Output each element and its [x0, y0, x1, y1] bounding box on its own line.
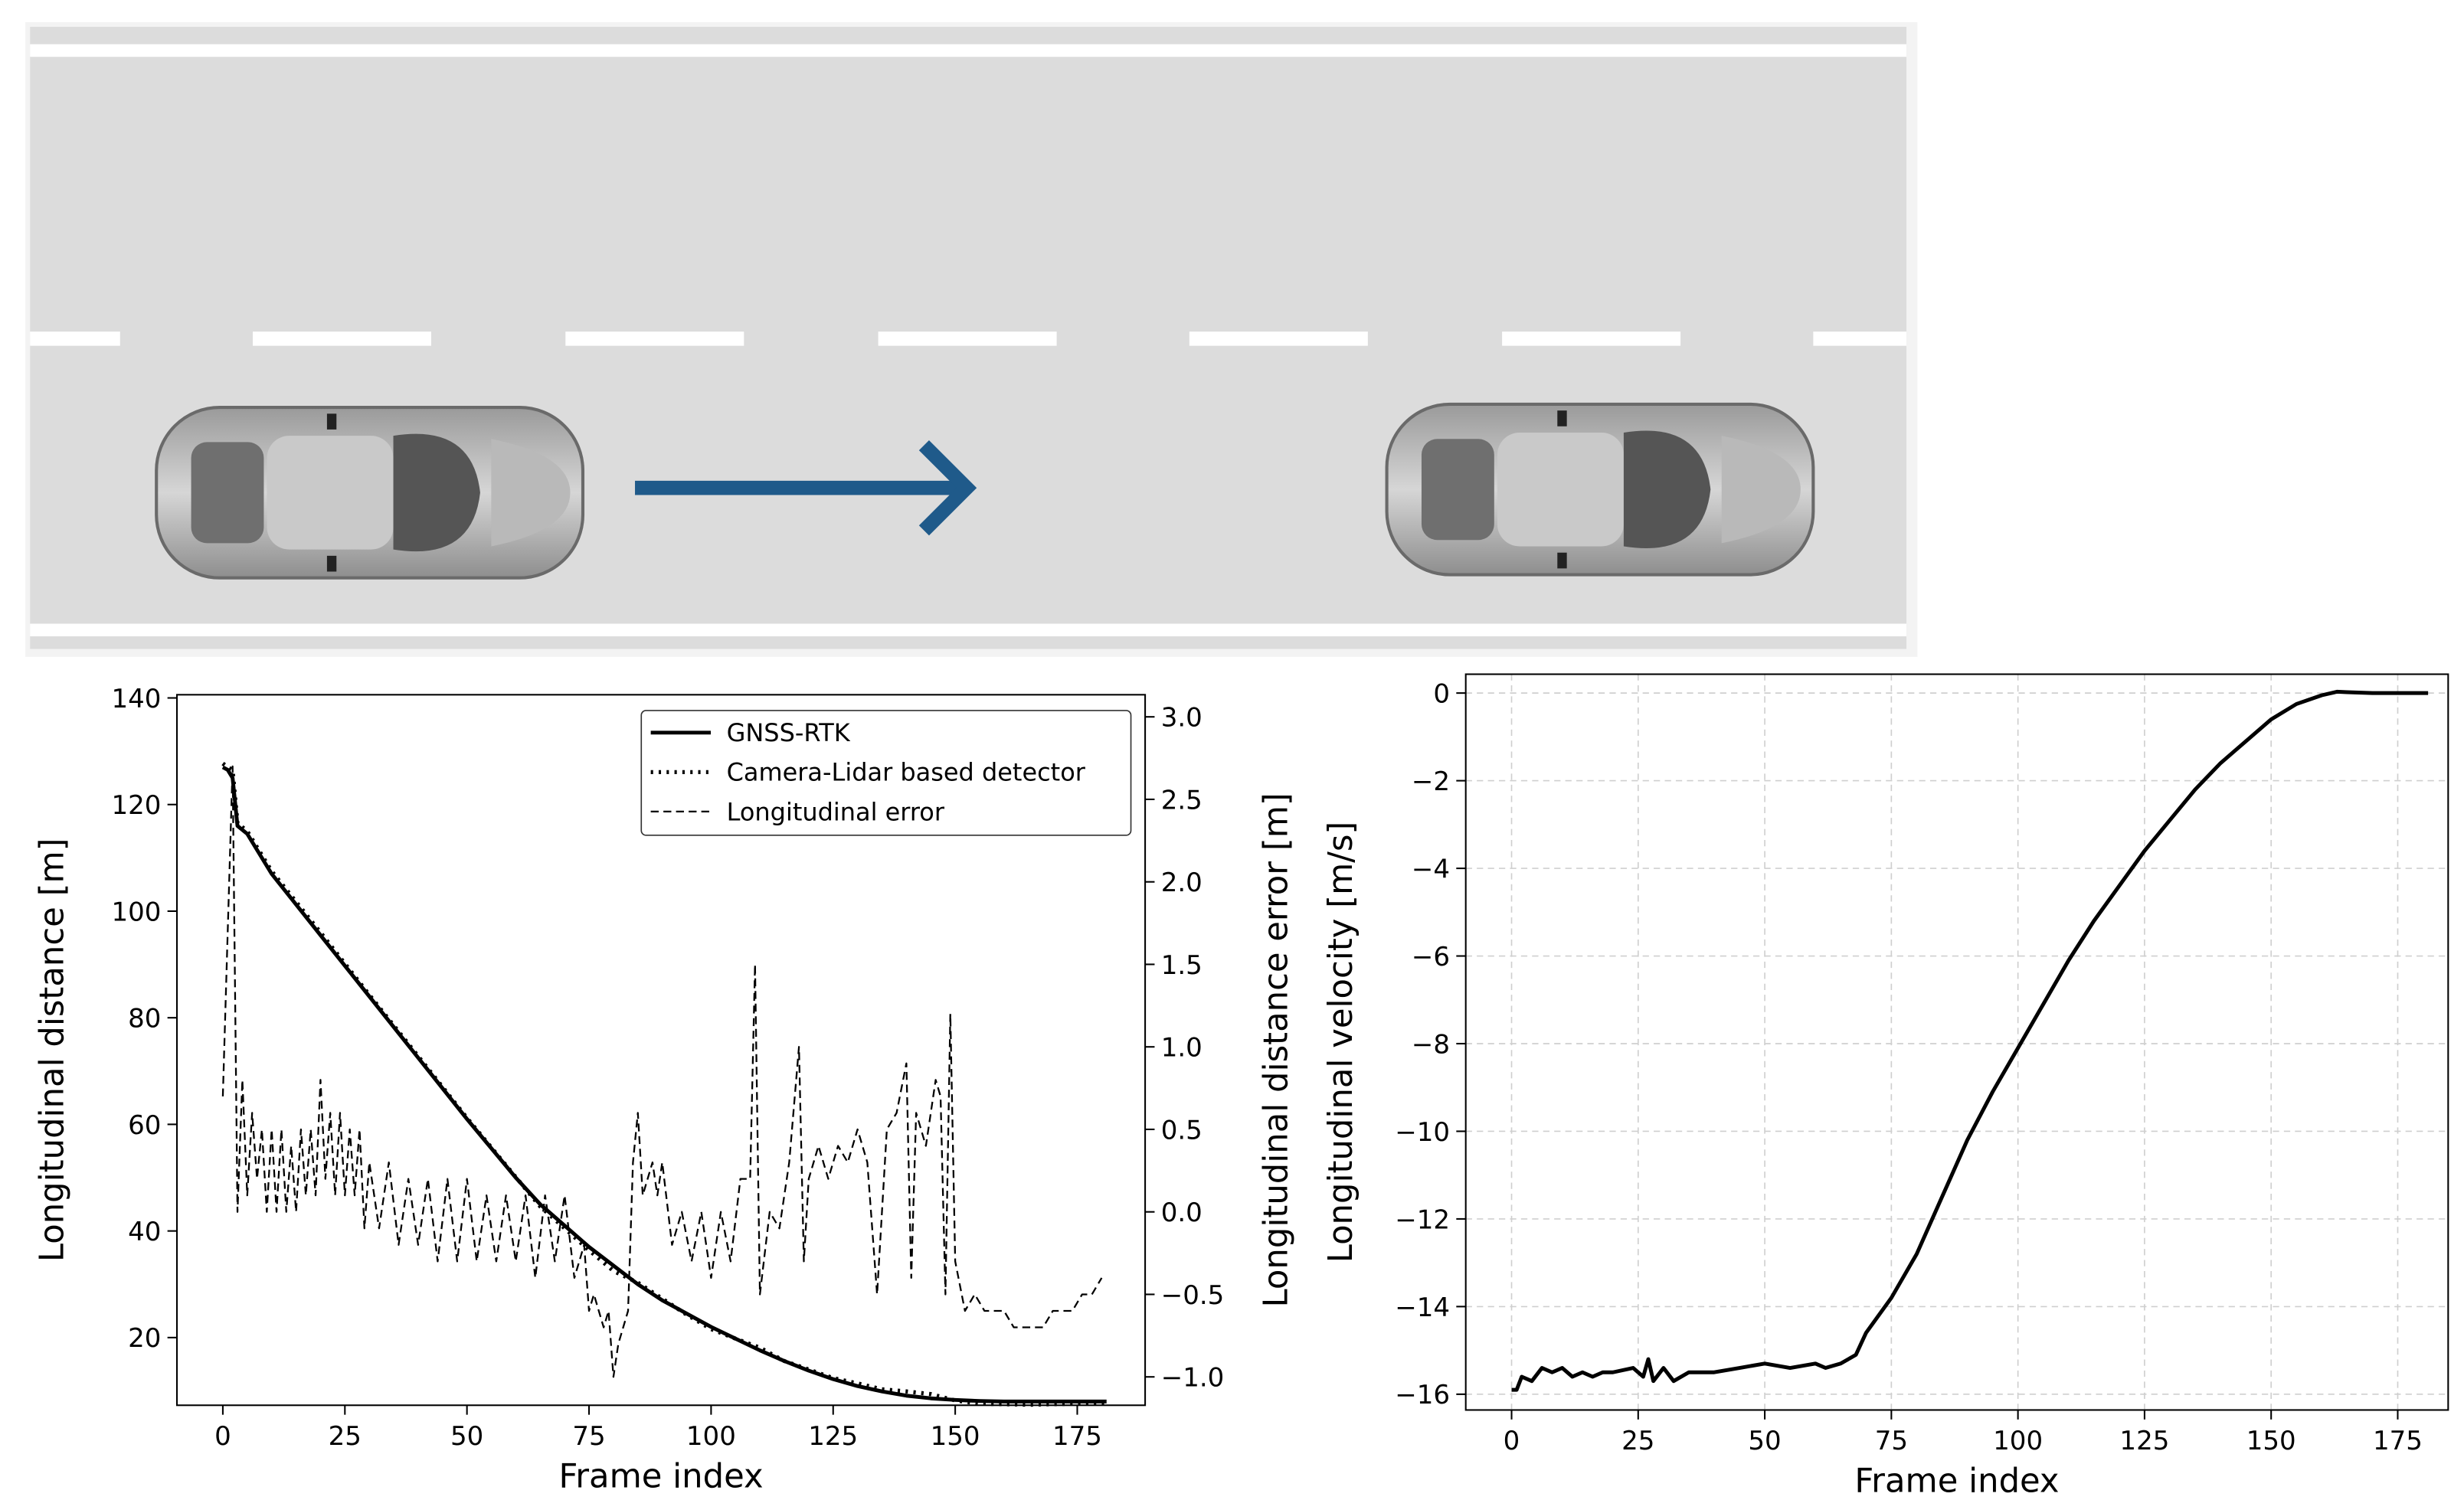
road-diagram	[25, 21, 1918, 657]
x-tick-label: 125	[2119, 1426, 2169, 1456]
lane-edge	[30, 44, 1907, 57]
arrow-head	[918, 440, 977, 536]
y-tick-label: −6	[1412, 942, 1450, 972]
y2-tick-label: 0.0	[1161, 1198, 1203, 1228]
data-line	[1511, 689, 2429, 1392]
x-tick-label: 25	[1621, 1426, 1654, 1456]
x-tick-label: 50	[1748, 1426, 1781, 1456]
legend-label: Longitudinal error	[727, 797, 945, 826]
y2-axis-label: Longitudinal distance error [m]	[1258, 792, 1296, 1307]
y-tick-label: −2	[1412, 766, 1450, 797]
legend-box	[640, 710, 1132, 836]
y2-tick-label: −0.5	[1161, 1280, 1225, 1311]
x-tick-label: 175	[1052, 1421, 1102, 1452]
y-tick-label: 60	[128, 1110, 161, 1141]
x-tick-label: 150	[931, 1421, 980, 1452]
y-tick-label: 120	[111, 790, 161, 821]
x-tick-label: 175	[2373, 1426, 2423, 1456]
x-tick-label: 75	[1875, 1426, 1908, 1456]
y2-tick-label: 1.0	[1161, 1033, 1203, 1064]
data-line	[221, 762, 1107, 1407]
x-tick-label: 50	[450, 1421, 483, 1452]
chart: 0 25 50 75 100 125 150 175 20 40 60 80 100 120 140 −1.0…	[34, 684, 1296, 1496]
y2-tick-label: 2.0	[1161, 868, 1203, 898]
y-axis-label: Longitudinal velocity [m/s]	[1322, 822, 1360, 1263]
x-tick-label: 100	[686, 1421, 736, 1452]
y2-tick-label: 3.0	[1161, 703, 1203, 734]
y-tick-label: 0	[1433, 679, 1450, 710]
y-tick-label: −12	[1395, 1204, 1450, 1235]
data-line	[221, 765, 1107, 1404]
plot-frame	[175, 694, 1147, 1407]
chart: 0 25 50 75 100 125 150 175 −16 −14 −12 −10 −8 −6 −4 −2 0…	[1322, 673, 2449, 1500]
y2-tick-label: 1.5	[1161, 950, 1203, 981]
y-tick-label: 20	[128, 1323, 161, 1354]
y2-tick-label: −1.0	[1161, 1363, 1225, 1394]
y-tick-label: −4	[1412, 854, 1450, 884]
plot-frame	[1464, 673, 2449, 1411]
y-tick-label: 80	[128, 1004, 161, 1034]
data-line	[221, 765, 1103, 1378]
x-tick-label: 0	[214, 1421, 231, 1452]
lane-divider	[30, 332, 1907, 346]
ego-car	[156, 407, 583, 578]
y-tick-label: 40	[128, 1217, 161, 1247]
y-tick-label: −16	[1395, 1380, 1450, 1410]
y-tick-label: −8	[1412, 1029, 1450, 1060]
y-axis-label: Longitudinal distance [m]	[34, 838, 72, 1262]
x-axis-label: Frame index	[1854, 1462, 2059, 1500]
y2-tick-label: 0.5	[1161, 1115, 1203, 1145]
legend-label: Camera-Lidar based detector	[727, 758, 1086, 787]
x-tick-label: 75	[572, 1421, 605, 1452]
lane-edge	[30, 623, 1907, 637]
x-tick-label: 0	[1504, 1426, 1520, 1456]
x-axis-label: Frame index	[558, 1458, 763, 1496]
x-tick-label: 25	[329, 1421, 362, 1452]
x-tick-label: 125	[808, 1421, 858, 1452]
y-tick-label: −10	[1395, 1117, 1450, 1148]
x-tick-label: 100	[1993, 1426, 2043, 1456]
target-car	[1387, 404, 1814, 575]
y-tick-label: 100	[111, 897, 161, 927]
y2-tick-label: 2.5	[1161, 785, 1203, 815]
y-tick-label: 140	[111, 684, 161, 714]
legend-label: GNSS-RTK	[727, 718, 851, 747]
y-tick-label: −14	[1395, 1292, 1450, 1323]
x-tick-label: 150	[2246, 1426, 2296, 1456]
